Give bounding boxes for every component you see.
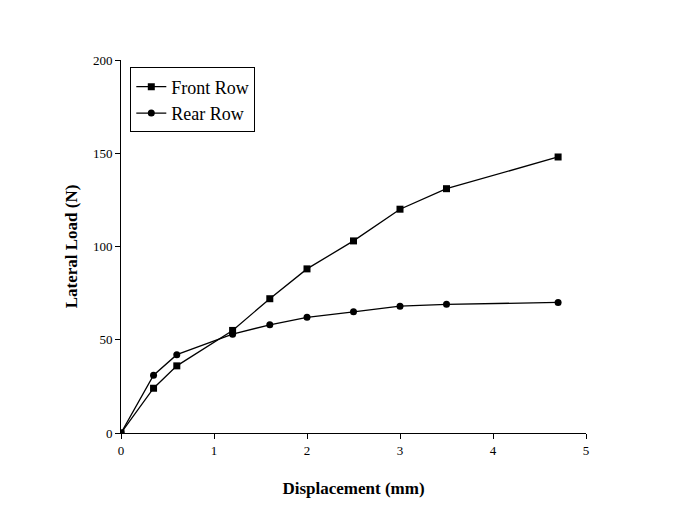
svg-text:5: 5	[583, 443, 590, 458]
svg-text:Lateral Load (N): Lateral Load (N)	[62, 185, 81, 309]
svg-text:200: 200	[93, 53, 113, 68]
svg-text:0: 0	[118, 443, 125, 458]
svg-text:Displacement (mm): Displacement (mm)	[282, 479, 424, 498]
svg-text:50: 50	[99, 332, 112, 347]
svg-text:150: 150	[93, 146, 113, 161]
svg-text:100: 100	[93, 239, 113, 254]
svg-text:2: 2	[304, 443, 311, 458]
svg-text:Front Row: Front Row	[171, 78, 249, 98]
svg-text:0: 0	[106, 426, 113, 441]
svg-text:3: 3	[397, 443, 404, 458]
svg-text:Rear Row: Rear Row	[171, 104, 243, 124]
svg-text:1: 1	[211, 443, 218, 458]
svg-text:4: 4	[490, 443, 497, 458]
